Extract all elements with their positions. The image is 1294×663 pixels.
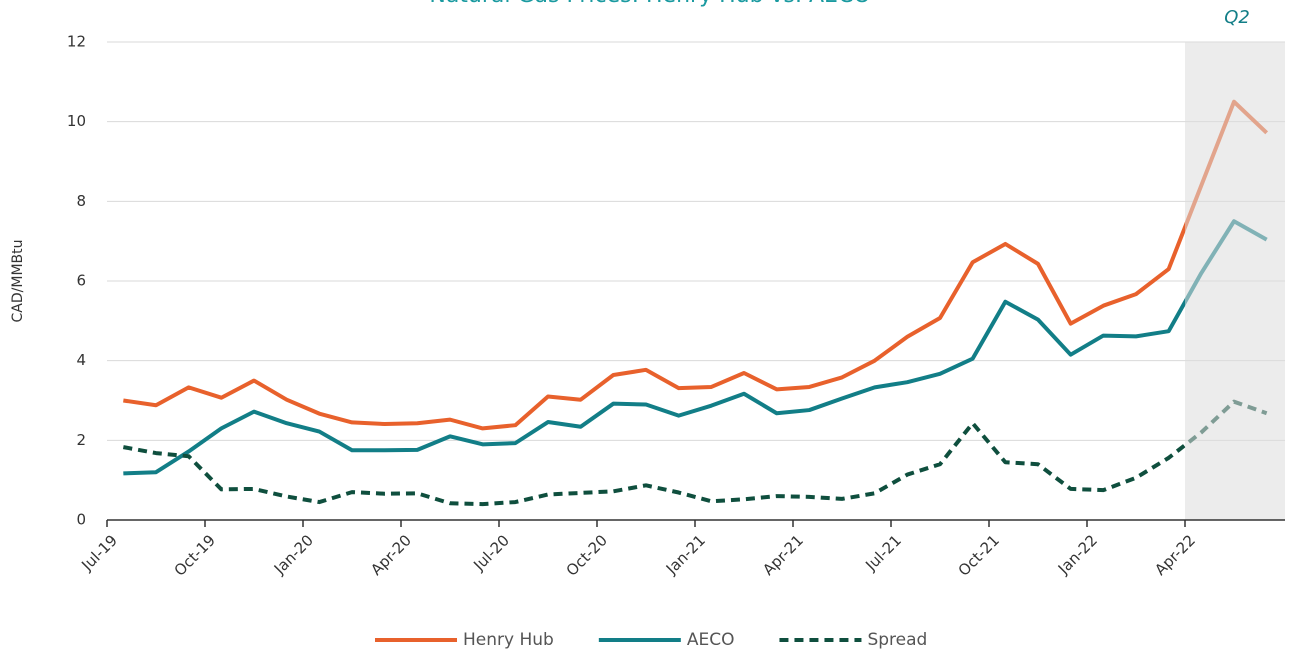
x-tick-label: Apr-22 bbox=[1151, 531, 1199, 579]
y-tick-label: 0 bbox=[76, 511, 86, 529]
legend-label: AECO bbox=[687, 630, 735, 650]
series-line bbox=[123, 219, 1268, 476]
legend-label: Henry Hub bbox=[463, 630, 554, 650]
series-line bbox=[123, 99, 1269, 431]
annotation: Q2 bbox=[1224, 7, 1250, 28]
chart-title: Natural Gas Prices: Henry Hub vs. AECO bbox=[429, 0, 870, 8]
x-tick-label: Jan-22 bbox=[1054, 531, 1101, 578]
y-tick-label: 2 bbox=[76, 431, 86, 449]
x-tick-label: Jul-20 bbox=[469, 531, 513, 575]
legend-label: Spread bbox=[867, 630, 927, 650]
x-tick-label: Oct-21 bbox=[955, 531, 1003, 579]
x-tick-label: Jul-21 bbox=[861, 531, 905, 575]
x-tick-label: Apr-20 bbox=[367, 531, 415, 579]
y-tick-label: 12 bbox=[67, 33, 86, 51]
x-tick-label: Oct-19 bbox=[171, 531, 219, 579]
y-tick-label: 10 bbox=[67, 112, 86, 130]
y-axis-label: CAD/MMBtu bbox=[10, 240, 26, 323]
shaded-period bbox=[1185, 42, 1285, 520]
x-tick-label: Oct-20 bbox=[563, 531, 611, 579]
x-tick-label: Jan-21 bbox=[662, 531, 709, 578]
x-tick-label: Apr-21 bbox=[759, 531, 807, 579]
y-tick-label: 6 bbox=[76, 272, 86, 290]
y-tick-label: 8 bbox=[76, 192, 86, 210]
x-tick-label: Jul-19 bbox=[77, 531, 121, 575]
series-line bbox=[122, 399, 1268, 507]
y-tick-label: 4 bbox=[76, 351, 86, 369]
x-tick-label: Jan-20 bbox=[270, 531, 317, 578]
